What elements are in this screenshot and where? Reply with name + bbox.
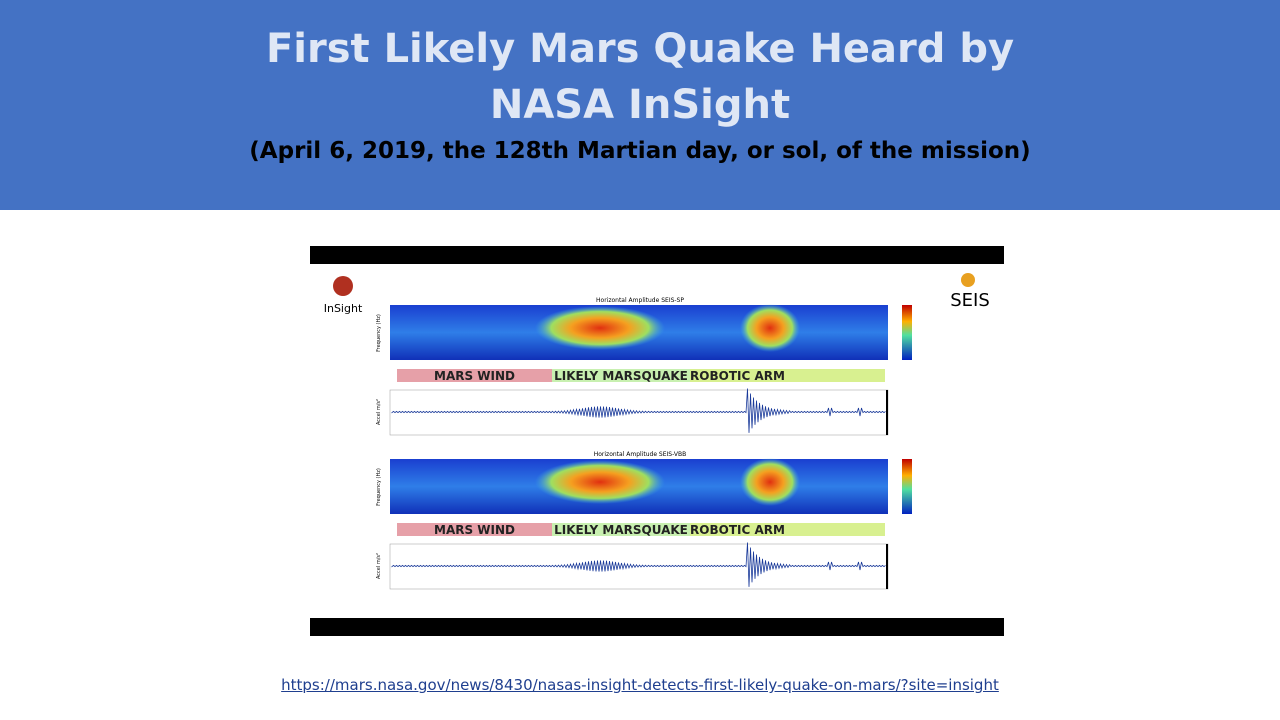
band-label: ROBOTIC ARM [690,369,785,383]
source-link[interactable]: https://mars.nasa.gov/news/8430/nasas-in… [281,676,999,694]
spectrogram-blob [740,304,800,352]
band [690,369,885,382]
panels: Horizontal Amplitude SEIS-SP Frequency (H… [376,297,912,590]
seismogram-trace [391,542,886,587]
band [552,523,690,536]
panel-title: Horizontal Amplitude SEIS-SP [596,297,684,304]
band-label: LIKELY MARSQUAKE [554,369,688,383]
axis-label: Accel m/s² [376,399,382,425]
band [690,523,885,536]
seis-logo [961,273,975,287]
insight-logo [333,276,353,296]
spectrogram-blob [535,306,665,350]
logo-text: SEIS [950,290,990,311]
colorbar [902,305,912,360]
band-label: LIKELY MARSQUAKE [554,523,688,537]
logo-text: InSight [324,302,363,315]
band [397,523,552,536]
panel-title: Horizontal Amplitude SEIS-VBB [594,451,687,458]
spectrogram-blob [740,458,800,506]
figure: InSight SEIS Horizontal Amplitude SEIS-S… [310,246,1004,636]
band-label: MARS WIND [434,523,515,537]
band [552,369,690,382]
subtitle: (April 6, 2019, the 128th Martian day, o… [249,138,1031,164]
colorbar [902,459,912,514]
axis-label: Frequency (Hz) [376,314,382,352]
header: First Likely Mars Quake Heard by NASA In… [0,0,1280,210]
axis-label: Frequency (Hz) [376,468,382,506]
spectrogram-blob [535,460,665,504]
band-label: MARS WIND [434,369,515,383]
seismogram-trace [391,388,886,433]
axis-label: Accel m/s² [376,553,382,579]
title: First Likely Mars Quake Heard by [265,26,1015,72]
band-label: ROBOTIC ARM [690,523,785,537]
band [397,369,552,382]
title: NASA InSight [489,82,791,128]
